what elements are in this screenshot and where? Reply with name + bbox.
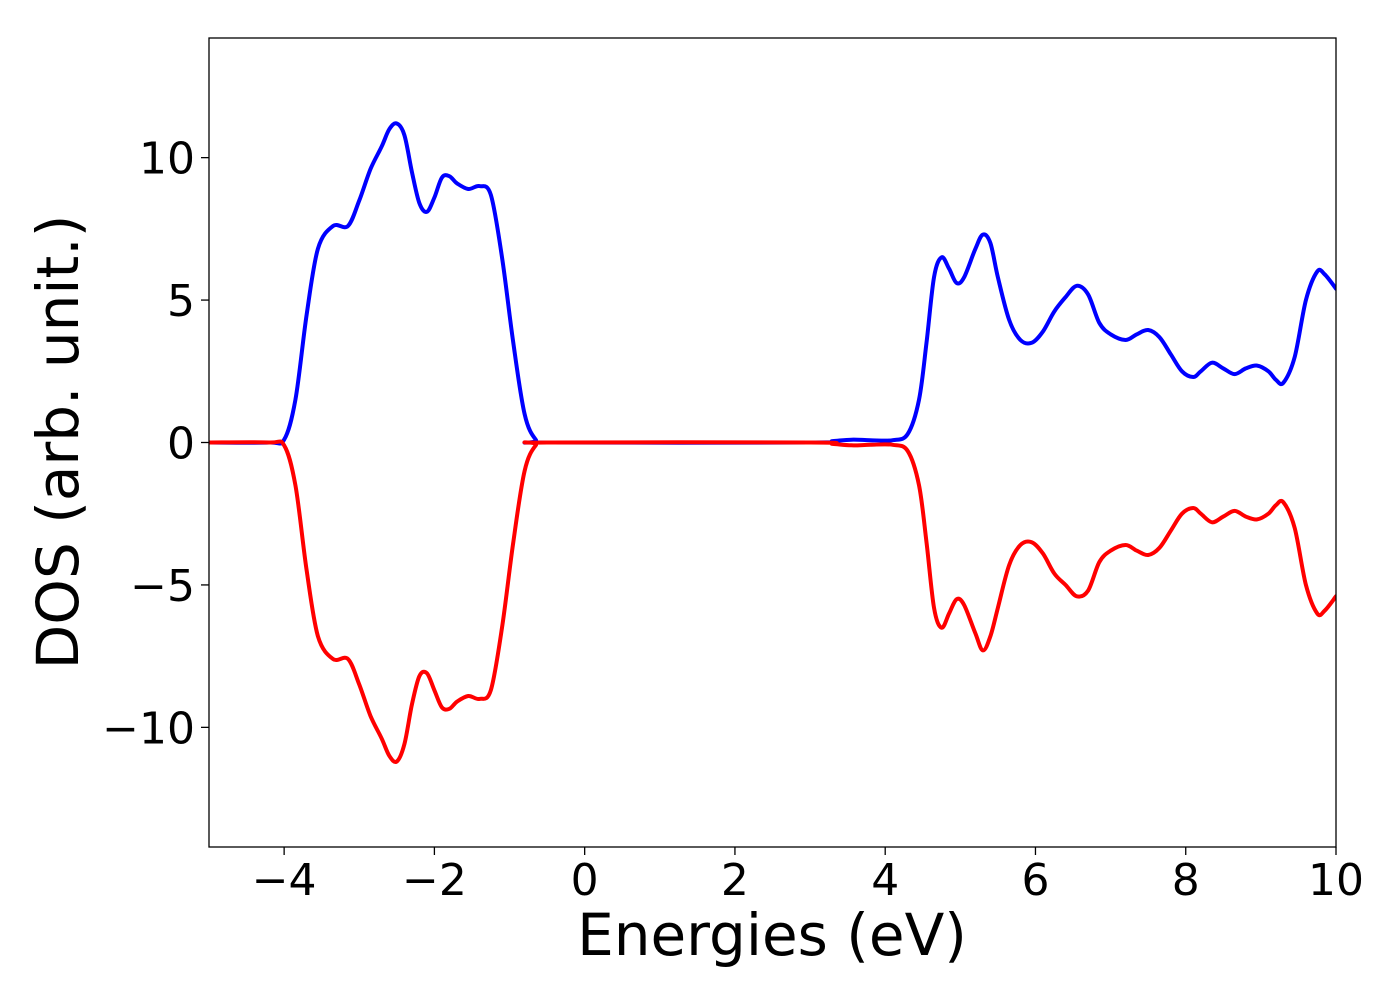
y-tick-label: −10 — [102, 703, 195, 754]
y-tick-label: 5 — [167, 276, 195, 327]
x-tick-label: −4 — [252, 855, 317, 906]
x-tick-label: −2 — [402, 855, 467, 906]
x-tick-label: 2 — [721, 855, 749, 906]
x-axis-ticks: −4 −2 0 2 4 6 8 10 — [252, 847, 1364, 906]
series-layer — [209, 121, 1336, 764]
y-tick-label: −5 — [130, 561, 195, 612]
y-axis-label: DOS (arb. unit.) — [24, 215, 92, 670]
x-tick-label: 0 — [571, 855, 599, 906]
x-tick-label: 6 — [1021, 855, 1049, 906]
x-axis-label: Energies (eV) — [577, 901, 967, 969]
y-tick-label: 0 — [167, 419, 195, 470]
x-tick-label: 8 — [1172, 855, 1200, 906]
series-line-2 — [209, 439, 1336, 764]
y-tick-label: 10 — [139, 134, 195, 185]
x-tick-label: 4 — [871, 855, 899, 906]
series-line-1 — [209, 121, 1336, 446]
x-tick-label: 10 — [1308, 855, 1364, 906]
y-axis-ticks: −10 −5 0 5 10 — [102, 134, 209, 754]
